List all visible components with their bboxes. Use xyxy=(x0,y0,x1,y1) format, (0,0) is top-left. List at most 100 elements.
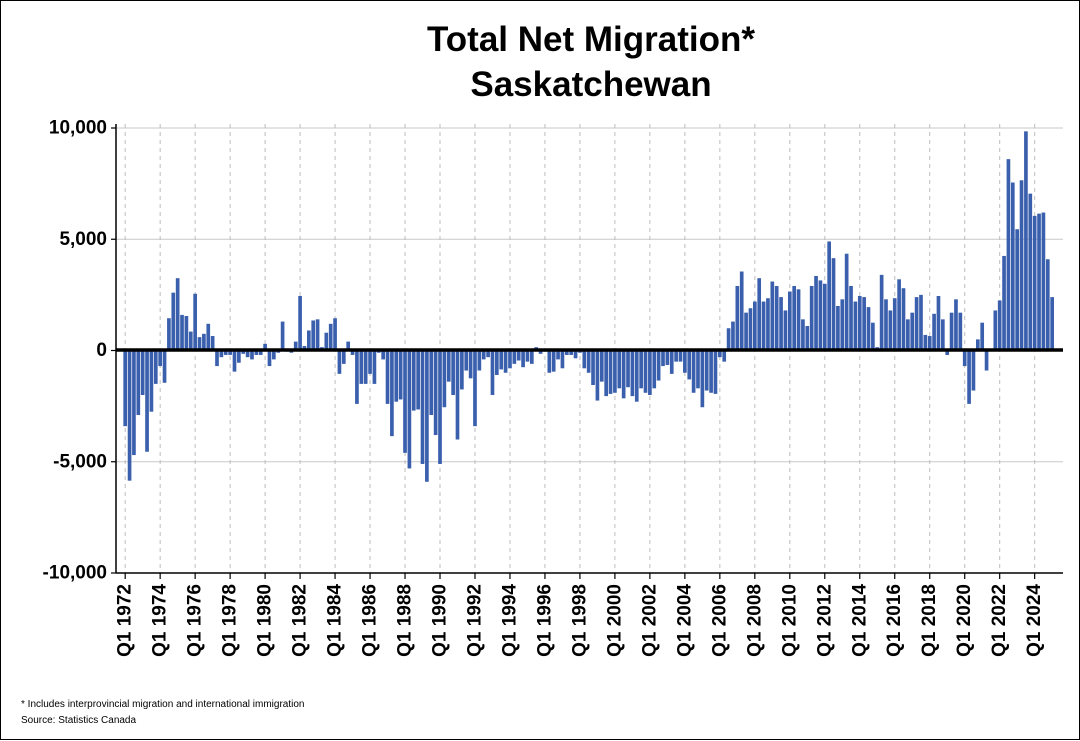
bar xyxy=(621,350,626,399)
bar xyxy=(1002,255,1006,351)
x-tick-label: Q1 1992 xyxy=(464,584,485,657)
bar xyxy=(551,350,556,372)
bar xyxy=(739,271,744,351)
bar xyxy=(368,350,372,374)
bar xyxy=(630,350,635,397)
bar xyxy=(984,350,989,371)
bar xyxy=(757,278,762,351)
bar xyxy=(490,350,495,395)
bar xyxy=(250,350,254,360)
bar xyxy=(801,319,805,351)
bar xyxy=(652,350,657,389)
bar xyxy=(394,350,399,402)
bar xyxy=(162,350,167,383)
bar xyxy=(503,350,508,373)
y-tick-label: 10,000 xyxy=(49,118,107,139)
bar xyxy=(958,312,963,351)
bar xyxy=(481,350,486,360)
bar xyxy=(805,326,810,351)
bar xyxy=(372,350,377,384)
bar xyxy=(464,350,469,371)
bar xyxy=(188,331,193,351)
bar xyxy=(516,350,521,361)
bar xyxy=(136,350,141,416)
bar xyxy=(512,350,517,364)
bar xyxy=(980,322,985,351)
bar xyxy=(245,350,250,358)
bar xyxy=(1037,213,1041,351)
bar xyxy=(809,285,814,351)
bar xyxy=(752,301,757,351)
bar xyxy=(280,321,285,351)
bar xyxy=(197,337,202,351)
bar xyxy=(237,350,241,363)
bar xyxy=(884,299,888,351)
bar xyxy=(897,279,901,351)
bar xyxy=(219,350,224,358)
bar xyxy=(643,350,648,393)
bar xyxy=(923,334,928,351)
bar xyxy=(936,295,941,351)
bar xyxy=(215,350,219,367)
bar xyxy=(145,350,149,452)
bar xyxy=(971,350,976,391)
x-tick-label: Q1 1978 xyxy=(220,584,241,657)
bar xyxy=(132,350,136,456)
bar xyxy=(1041,212,1046,351)
bar xyxy=(180,314,184,351)
bar xyxy=(569,350,574,355)
bar xyxy=(267,350,272,367)
x-tick-label: Q1 2020 xyxy=(954,584,975,657)
bar xyxy=(508,350,512,369)
bar xyxy=(722,350,727,362)
bar xyxy=(626,350,630,388)
y-tick-label: 5,000 xyxy=(59,229,107,250)
bar xyxy=(167,318,171,351)
x-tick-label: Q1 2002 xyxy=(639,584,660,657)
bar xyxy=(210,336,215,351)
bar xyxy=(359,350,364,384)
bar xyxy=(403,350,407,453)
bar xyxy=(648,350,652,395)
bar xyxy=(683,350,687,373)
bar xyxy=(223,350,228,355)
bar xyxy=(941,319,945,351)
bar xyxy=(691,350,696,393)
bar xyxy=(770,281,775,351)
bar xyxy=(363,350,368,384)
bar xyxy=(499,350,504,370)
bar xyxy=(713,350,718,394)
y-tick-label: -5,000 xyxy=(53,451,107,472)
bar xyxy=(892,298,897,351)
bar xyxy=(919,294,923,351)
bar xyxy=(665,350,670,365)
bar xyxy=(822,283,827,351)
bar xyxy=(1032,215,1037,351)
bar xyxy=(254,350,259,355)
bar xyxy=(272,350,276,360)
bar xyxy=(866,307,871,351)
bar xyxy=(337,350,342,374)
x-tick-label: Q1 2004 xyxy=(674,584,695,657)
bar xyxy=(910,312,915,351)
source-note: Source: Statistics Canada xyxy=(21,715,136,726)
x-tick-label: Q1 1990 xyxy=(430,584,451,657)
bar xyxy=(906,319,910,351)
bar xyxy=(315,319,320,351)
bar xyxy=(927,336,932,351)
bar xyxy=(595,350,600,401)
bar xyxy=(241,350,246,354)
bar xyxy=(718,350,722,358)
bar xyxy=(586,350,591,373)
bar xyxy=(258,350,263,355)
bar xyxy=(783,310,788,351)
x-tick-label: Q1 1974 xyxy=(150,584,171,657)
bar xyxy=(525,350,530,362)
x-tick-label: Q1 2000 xyxy=(604,584,625,657)
bar xyxy=(477,350,482,371)
bar xyxy=(127,350,132,481)
bar xyxy=(416,350,420,410)
bar xyxy=(355,350,359,404)
x-tick-label: Q1 1996 xyxy=(534,584,555,657)
bar xyxy=(674,350,678,362)
